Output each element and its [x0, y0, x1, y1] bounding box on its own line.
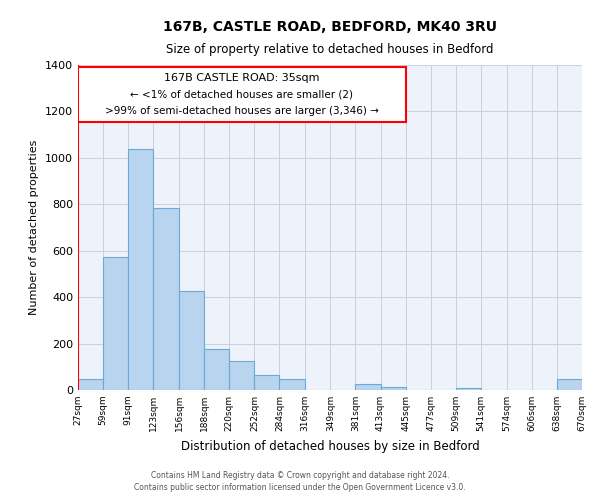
- Bar: [103, 257, 128, 390]
- Text: Contains public sector information licensed under the Open Government Licence v3: Contains public sector information licen…: [134, 484, 466, 492]
- Y-axis label: Number of detached properties: Number of detached properties: [29, 140, 40, 315]
- Text: Contains HM Land Registry data © Crown copyright and database right 2024.: Contains HM Land Registry data © Crown c…: [151, 471, 449, 480]
- Text: 167B, CASTLE ROAD, BEDFORD, MK40 3RU: 167B, CASTLE ROAD, BEDFORD, MK40 3RU: [163, 20, 497, 34]
- X-axis label: Distribution of detached houses by size in Bedford: Distribution of detached houses by size …: [181, 440, 479, 452]
- Text: >99% of semi-detached houses are larger (3,346) →: >99% of semi-detached houses are larger …: [105, 106, 379, 117]
- Bar: [557, 379, 582, 390]
- Bar: [380, 386, 406, 390]
- Bar: [355, 384, 380, 390]
- Text: Size of property relative to detached houses in Bedford: Size of property relative to detached ho…: [166, 42, 494, 56]
- Bar: [456, 388, 481, 390]
- Text: ← <1% of detached houses are smaller (2): ← <1% of detached houses are smaller (2): [130, 90, 353, 100]
- Bar: [78, 379, 103, 390]
- FancyBboxPatch shape: [78, 68, 406, 122]
- Bar: [280, 379, 305, 390]
- Bar: [153, 208, 179, 390]
- Bar: [254, 375, 280, 390]
- Text: 167B CASTLE ROAD: 35sqm: 167B CASTLE ROAD: 35sqm: [164, 73, 320, 83]
- Bar: [179, 292, 204, 390]
- Bar: [229, 361, 254, 390]
- Bar: [204, 348, 229, 390]
- Bar: [128, 148, 153, 390]
